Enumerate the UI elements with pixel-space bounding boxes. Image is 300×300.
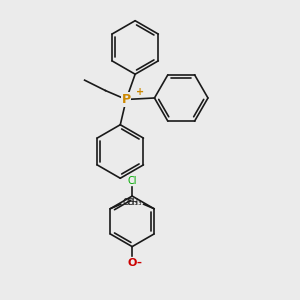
Text: –: – <box>136 258 141 268</box>
Text: +: + <box>136 87 144 97</box>
Text: CH₃: CH₃ <box>122 198 138 207</box>
Text: CH₃: CH₃ <box>127 198 142 207</box>
Text: Cl: Cl <box>128 176 137 186</box>
Text: P: P <box>122 93 131 106</box>
Text: O: O <box>128 259 137 269</box>
